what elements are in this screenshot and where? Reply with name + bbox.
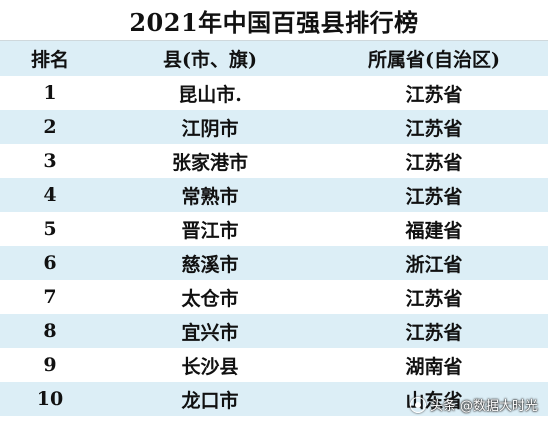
table-row: 1 昆山市. 江苏省 [0, 76, 548, 110]
county-cell: 太仓市 [181, 287, 239, 310]
rank-cell: 2 [43, 116, 57, 138]
rank-cell: 7 [43, 286, 57, 308]
rank-cell: 10 [36, 388, 64, 410]
province-cell: 湖南省 [405, 355, 463, 378]
county-cell: 龙口市 [181, 389, 239, 412]
header-province: 所属省(自治区) [368, 49, 500, 71]
table-header-row: 排名 县(市、旗) 所属省(自治区) [0, 41, 548, 76]
county-cell: 宜兴市 [181, 321, 239, 344]
province-cell: 浙江省 [405, 253, 463, 276]
rank-cell: 3 [43, 150, 57, 172]
province-cell: 江苏省 [405, 151, 463, 174]
province-cell: 江苏省 [405, 185, 463, 208]
table-row: 2 江阴市 江苏省 [0, 110, 548, 144]
province-cell: 江苏省 [405, 321, 463, 344]
county-cell: 晋江市 [181, 219, 239, 242]
rank-cell: 6 [43, 252, 57, 274]
watermark-text: @数据大时光 [459, 399, 538, 414]
rank-cell: 1 [43, 82, 57, 104]
rank-cell: 5 [43, 218, 57, 240]
table-row: 9 长沙县 湖南省 [0, 348, 548, 382]
province-cell: 福建省 [405, 219, 463, 242]
table-row: 6 慈溪市 浙江省 [0, 246, 548, 280]
county-cell: 长沙县 [181, 355, 239, 378]
county-cell: 张家港市 [171, 151, 248, 174]
table-row: 8 宜兴市 江苏省 [0, 314, 548, 348]
county-cell: 昆山市. [178, 83, 242, 106]
table-row: 3 张家港市 江苏省 [0, 144, 548, 178]
table-row: 4 常熟市 江苏省 [0, 178, 548, 212]
county-cell: 常熟市 [181, 185, 239, 208]
county-cell: 慈溪市 [181, 253, 239, 276]
rank-cell: 8 [43, 320, 57, 342]
ranking-table: 排名 县(市、旗) 所属省(自治区) 1 昆山市. 江苏省 2 江阴市 江苏省 … [0, 41, 548, 416]
province-cell: 江苏省 [405, 117, 463, 140]
watermark-logo-icon [409, 396, 426, 413]
page-title: 2021年中国百强县排行榜 [0, 0, 548, 41]
table-row: 7 太仓市 江苏省 [0, 280, 548, 314]
header-rank: 排名 [30, 49, 69, 71]
county-cell: 江阴市 [181, 117, 239, 140]
table-row: 5 晋江市 福建省 [0, 212, 548, 246]
watermark: 头条 @数据大时光 [409, 395, 538, 414]
rank-cell: 9 [43, 354, 57, 376]
header-county: 县(市、旗) [163, 49, 257, 71]
watermark-prefix: 头条 [429, 399, 456, 414]
province-cell: 江苏省 [405, 287, 463, 310]
province-cell: 江苏省 [405, 83, 463, 106]
rank-cell: 4 [43, 184, 57, 206]
table-row: 10 龙口市 山东省 [0, 382, 548, 416]
